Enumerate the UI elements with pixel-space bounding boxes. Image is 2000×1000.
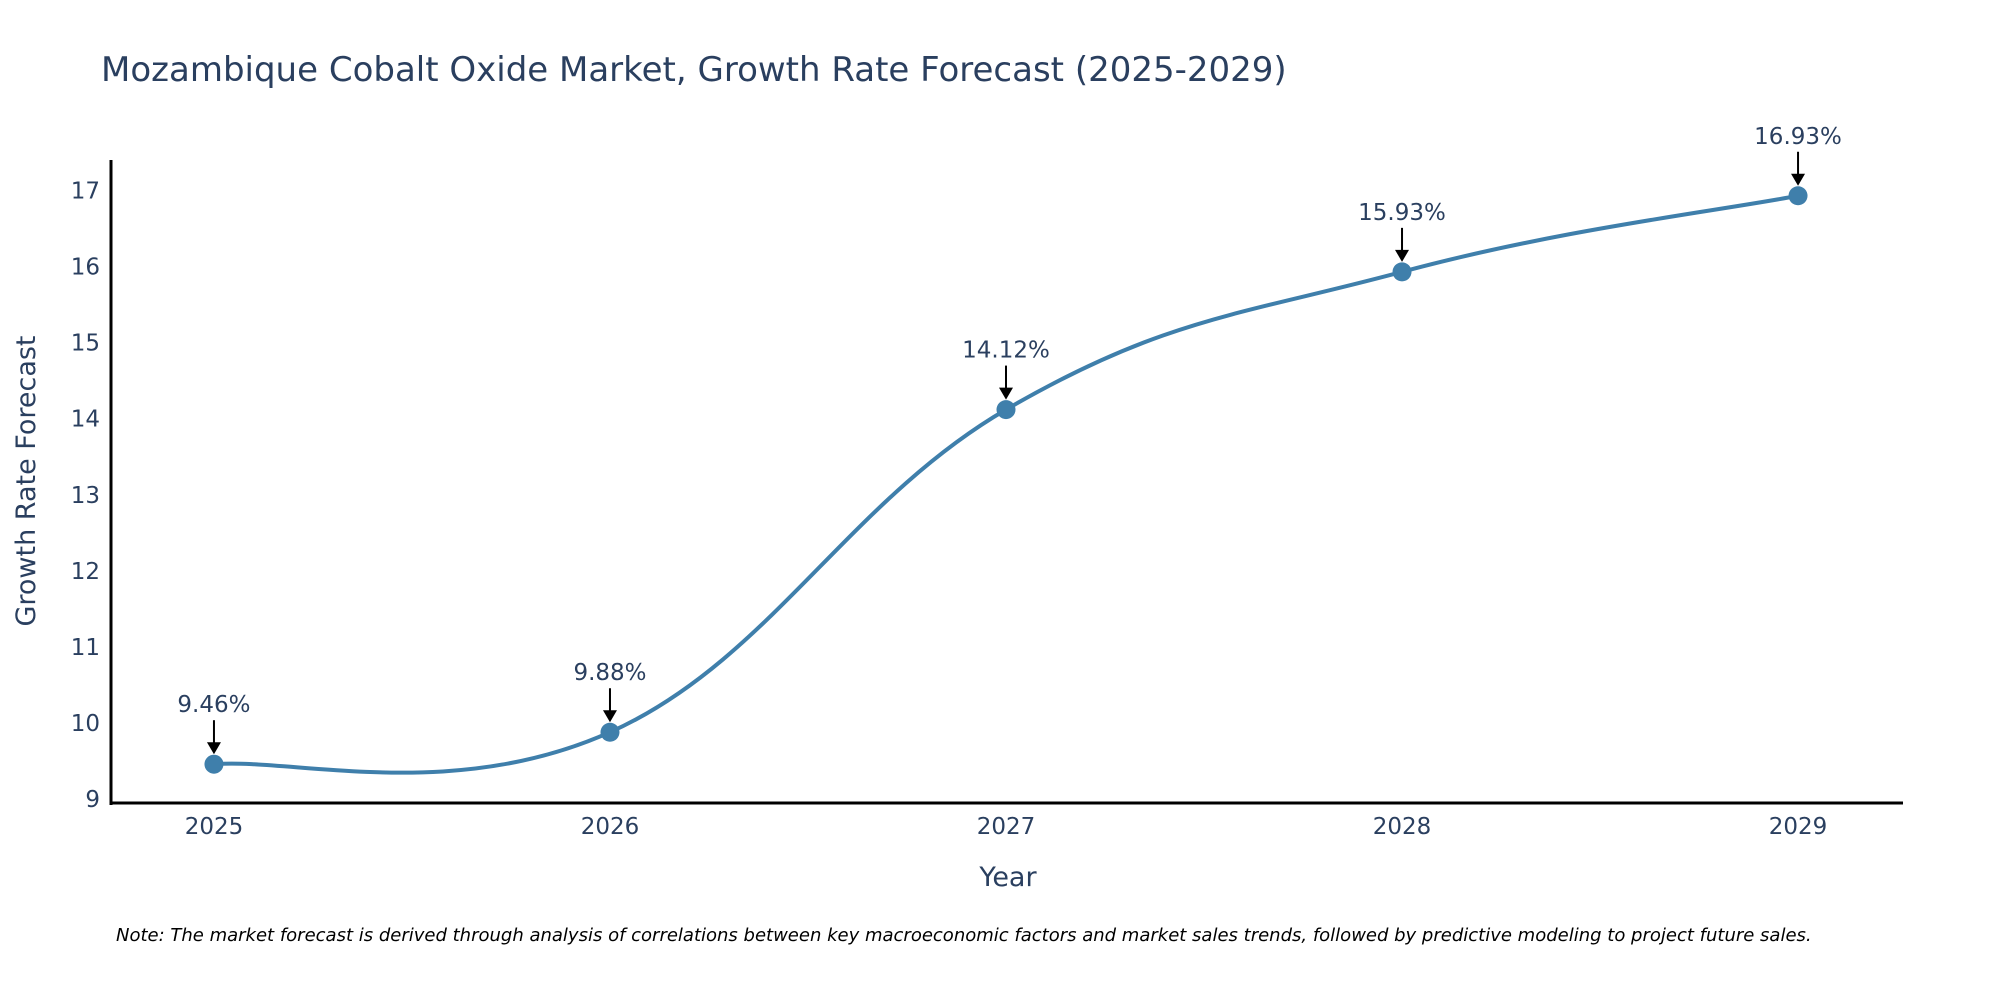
y-tick-label: 10 [71, 711, 100, 737]
x-axis-ticks: 2025 2026 2027 2028 2029 [185, 814, 1828, 840]
data-annotations: 9.46% 9.88% 14.12% 15.93% 16.93% [177, 124, 1842, 755]
y-tick-label: 11 [71, 635, 100, 661]
x-tick-label: 2026 [581, 814, 640, 840]
data-label: 9.88% [573, 660, 646, 686]
y-tick-label: 16 [71, 255, 100, 281]
y-axis-ticks: 9 10 11 12 13 14 15 16 17 [71, 178, 100, 813]
chart-note: Note: The market forecast is derived thr… [116, 925, 1812, 946]
annotation-arrowhead [1395, 249, 1410, 262]
x-tick-label: 2025 [185, 814, 244, 840]
data-point [600, 722, 620, 742]
data-label: 14.12% [962, 338, 1050, 364]
data-point [996, 400, 1016, 420]
y-axis-title: Growth Rate Forecast [11, 335, 42, 626]
data-label: 9.46% [177, 692, 250, 718]
chart-title: Mozambique Cobalt Oxide Market, Growth R… [101, 50, 1287, 90]
x-tick-label: 2029 [1769, 814, 1828, 840]
series-line [213, 193, 1799, 775]
data-point [1788, 186, 1808, 206]
data-points [204, 186, 1808, 774]
annotation-arrowhead [206, 742, 221, 755]
x-tick-label: 2028 [1373, 814, 1432, 840]
y-tick-label: 12 [71, 559, 100, 585]
x-axis-title: Year [978, 862, 1037, 893]
y-tick-label: 9 [85, 787, 100, 813]
data-point [1392, 262, 1412, 282]
annotation-arrowhead [602, 710, 617, 723]
y-tick-label: 14 [71, 407, 100, 433]
annotation-arrowhead [1791, 173, 1806, 186]
x-tick-label: 2027 [977, 814, 1036, 840]
annotation-arrowhead [999, 387, 1013, 400]
y-tick-label: 17 [71, 178, 100, 204]
y-tick-label: 15 [71, 331, 100, 357]
data-label: 15.93% [1358, 200, 1446, 226]
data-label: 16.93% [1754, 124, 1842, 150]
y-tick-label: 13 [71, 483, 100, 509]
data-point [204, 754, 224, 774]
